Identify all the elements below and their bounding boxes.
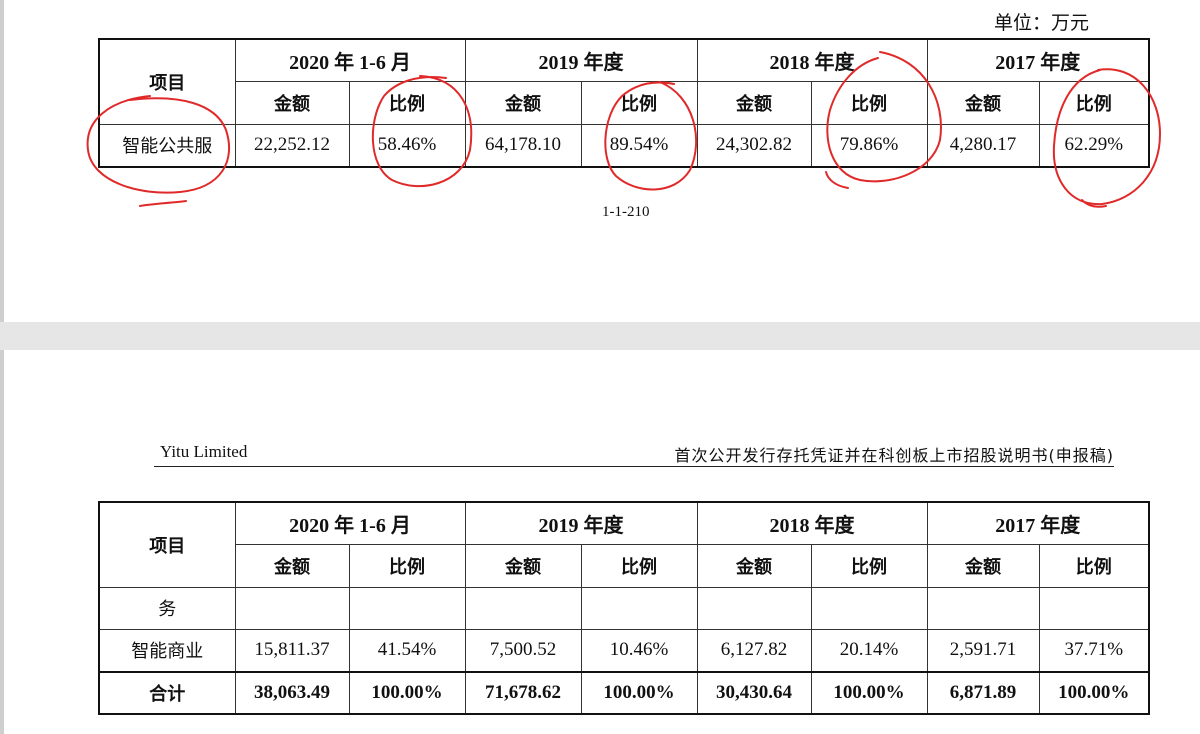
ratio-header: 比例 (580, 80, 698, 125)
unit-label: 单位：万元 (994, 12, 1090, 34)
period-header: 2018 年度 (696, 501, 928, 545)
total-label: 合计 (98, 671, 236, 715)
item-header: 项目 (98, 38, 236, 125)
ratio-header: 比例 (348, 543, 466, 588)
amount-header: 金额 (464, 80, 582, 125)
ratio-header: 比例 (1038, 80, 1150, 125)
amount-header: 金额 (234, 80, 350, 125)
total-amount-cell: 71,678.62 (464, 671, 582, 715)
amount-cell: 2,591.71 (926, 628, 1040, 673)
amount-header: 金额 (696, 80, 812, 125)
ratio-cell: 62.29% (1038, 123, 1150, 168)
empty-cell (926, 586, 1040, 630)
document-page-2: Yitu Limited 首次公开发行存托凭证并在科创板上市招股说明书(申报稿)… (0, 350, 1200, 734)
ratio-header: 比例 (810, 80, 928, 125)
total-ratio-cell: 100.00% (1038, 671, 1150, 715)
row-item-continuation: 务 (98, 586, 236, 630)
amount-header: 金额 (234, 543, 350, 588)
page-number: 1-1-210 (602, 204, 650, 220)
total-row: 合计 38,063.49 100.00% 71,678.62 100.00% 3… (98, 671, 1150, 715)
row-item-label: 智能公共服 (98, 123, 236, 168)
ratio-cell: 10.46% (580, 628, 698, 673)
empty-cell (580, 586, 698, 630)
amount-cell: 4,280.17 (926, 123, 1040, 168)
empty-cell (696, 586, 812, 630)
empty-cell (1038, 586, 1150, 630)
total-ratio-cell: 100.00% (810, 671, 928, 715)
document-title: 首次公开发行存托凭证并在科创板上市招股说明书(申报稿) (674, 446, 1114, 465)
ratio-header: 比例 (1038, 543, 1150, 588)
amount-cell: 7,500.52 (464, 628, 582, 673)
empty-cell (234, 586, 350, 630)
amount-header: 金额 (464, 543, 582, 588)
period-header: 2020 年 1-6 月 (234, 501, 466, 545)
ratio-cell: 20.14% (810, 628, 928, 673)
ratio-cell: 89.54% (580, 123, 698, 168)
table-row: 智能公共服 22,252.12 58.46% 64,178.10 89.54% … (98, 123, 1150, 168)
amount-cell: 24,302.82 (696, 123, 812, 168)
period-header: 2018 年度 (696, 38, 928, 82)
period-header: 2020 年 1-6 月 (234, 38, 466, 82)
revenue-table-bottom: 项目 2020 年 1-6 月 2019 年度 2018 年度 2017 年度 … (98, 501, 1150, 715)
period-header: 2017 年度 (926, 501, 1150, 545)
row-item-label: 智能商业 (98, 628, 236, 673)
empty-cell (810, 586, 928, 630)
ratio-header: 比例 (580, 543, 698, 588)
period-header: 2019 年度 (464, 501, 698, 545)
ratio-header: 比例 (348, 80, 466, 125)
amount-header: 金额 (696, 543, 812, 588)
empty-cell (348, 586, 466, 630)
amount-cell: 6,127.82 (696, 628, 812, 673)
total-amount-cell: 38,063.49 (234, 671, 350, 715)
total-amount-cell: 30,430.64 (696, 671, 812, 715)
total-amount-cell: 6,871.89 (926, 671, 1040, 715)
ratio-cell: 58.46% (348, 123, 466, 168)
period-header: 2017 年度 (926, 38, 1150, 82)
amount-cell: 15,811.37 (234, 628, 350, 673)
ratio-cell: 79.86% (810, 123, 928, 168)
item-header: 项目 (98, 501, 236, 588)
document-page-1: 单位：万元 项目 2020 年 1-6 月 2019 年度 2018 年度 20… (0, 0, 1200, 322)
total-ratio-cell: 100.00% (348, 671, 466, 715)
table-row: 务 (98, 586, 1150, 630)
revenue-table-top: 项目 2020 年 1-6 月 2019 年度 2018 年度 2017 年度 … (98, 38, 1150, 168)
empty-cell (464, 586, 582, 630)
amount-header: 金额 (926, 543, 1040, 588)
ratio-cell: 41.54% (348, 628, 466, 673)
table-row: 智能商业 15,811.37 41.54% 7,500.52 10.46% 6,… (98, 628, 1150, 673)
company-name: Yitu Limited (160, 442, 248, 461)
amount-header: 金额 (926, 80, 1040, 125)
ratio-header: 比例 (810, 543, 928, 588)
period-header: 2019 年度 (464, 38, 698, 82)
amount-cell: 64,178.10 (464, 123, 582, 168)
running-header: Yitu Limited 首次公开发行存托凭证并在科创板上市招股说明书(申报稿) (154, 438, 1114, 467)
ratio-cell: 37.71% (1038, 628, 1150, 673)
total-ratio-cell: 100.00% (580, 671, 698, 715)
amount-cell: 22,252.12 (234, 123, 350, 168)
